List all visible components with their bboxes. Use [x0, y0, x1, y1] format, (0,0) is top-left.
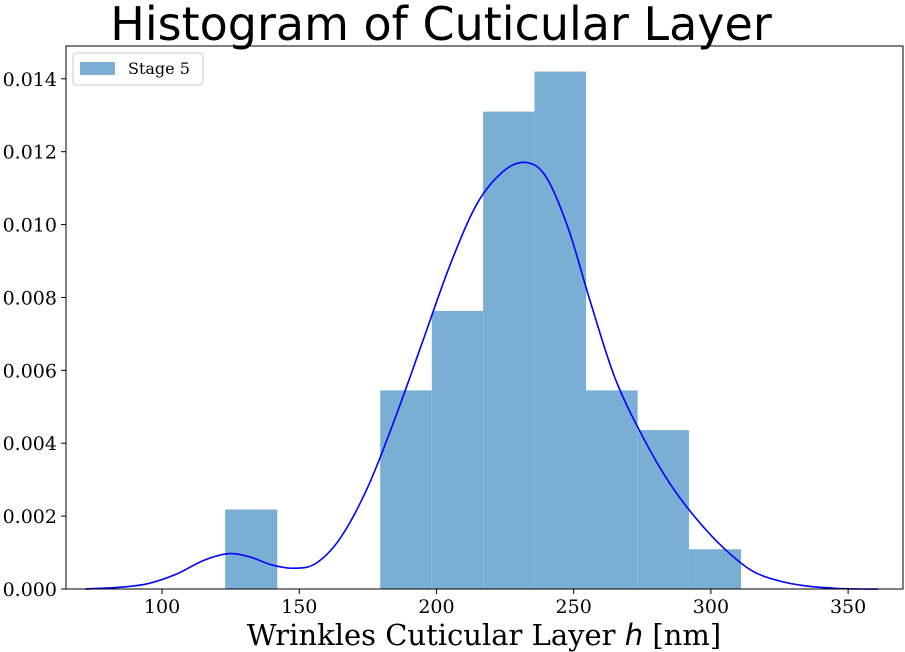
x-tick-label: 150 — [281, 596, 317, 618]
histogram-bar-9 — [637, 430, 689, 589]
x-tick-label: 100 — [144, 596, 180, 618]
x-tick-label: 300 — [693, 596, 729, 618]
plot-frame — [65, 45, 904, 590]
x-axis-label-variable: h — [625, 618, 643, 652]
legend-box — [72, 52, 204, 86]
y-tick-label: 0.004 — [3, 433, 57, 455]
histogram-bar-5 — [431, 310, 484, 589]
density-curve — [85, 161, 879, 590]
x-axis-label: Wrinkles Cuticular Layer h [nm] — [247, 618, 721, 652]
legend: Stage 5 — [72, 52, 204, 86]
x-axis-label-suffix: [nm] — [643, 618, 721, 652]
y-tick-label: 0.012 — [3, 142, 57, 164]
histogram-bar-4 — [380, 390, 432, 589]
y-tick-label: 0.010 — [3, 215, 57, 237]
legend-label-stage-5: Stage 5 — [128, 59, 190, 78]
histogram-bar-8 — [586, 390, 638, 589]
chart-title: Histogram of Cuticular Layer — [110, 0, 772, 51]
y-tick-label: 0.006 — [3, 360, 57, 382]
histogram-bars — [225, 71, 742, 589]
histogram-bar-10 — [688, 549, 742, 589]
y-axis-ticks: 0.000 0.002 0.004 0.006 0.008 0.010 0.012 0.014 — [3, 69, 66, 601]
y-tick-label: 0.000 — [3, 579, 57, 601]
y-tick-label: 0.008 — [3, 287, 57, 309]
histogram-bar-7 — [534, 71, 587, 589]
legend-swatch-stage-5 — [80, 62, 115, 75]
histogram-bar-1 — [225, 509, 278, 589]
x-tick-label: 350 — [830, 596, 866, 618]
y-tick-label: 0.014 — [3, 69, 57, 91]
histogram-bar-6 — [483, 111, 535, 589]
x-axis-label-prefix: Wrinkles Cuticular Layer — [247, 618, 625, 652]
x-tick-label: 250 — [556, 596, 592, 618]
y-tick-label: 0.002 — [3, 506, 57, 528]
x-axis-ticks: 100 150 200 250 300 350 — [144, 589, 866, 618]
x-tick-label: 200 — [418, 596, 454, 618]
